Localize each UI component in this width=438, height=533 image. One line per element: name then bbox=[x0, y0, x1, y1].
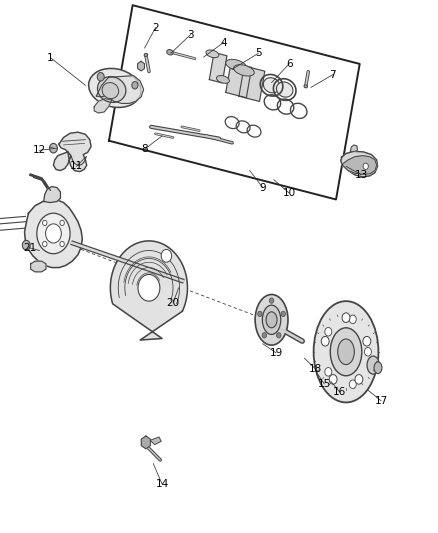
Ellipse shape bbox=[102, 83, 119, 99]
Polygon shape bbox=[343, 156, 377, 174]
Circle shape bbox=[329, 375, 337, 384]
Ellipse shape bbox=[266, 312, 277, 328]
Polygon shape bbox=[150, 437, 161, 445]
Circle shape bbox=[37, 213, 70, 254]
Circle shape bbox=[60, 220, 64, 225]
Text: 16: 16 bbox=[333, 387, 346, 397]
Circle shape bbox=[97, 72, 104, 81]
Circle shape bbox=[269, 298, 274, 303]
Polygon shape bbox=[31, 261, 46, 272]
Text: 5: 5 bbox=[255, 49, 262, 58]
Ellipse shape bbox=[88, 68, 141, 108]
Polygon shape bbox=[25, 199, 82, 268]
Circle shape bbox=[132, 82, 138, 89]
Circle shape bbox=[258, 311, 262, 317]
Polygon shape bbox=[226, 62, 252, 98]
Polygon shape bbox=[138, 61, 145, 71]
Text: 13: 13 bbox=[355, 170, 368, 180]
Ellipse shape bbox=[262, 305, 281, 335]
Circle shape bbox=[22, 240, 30, 250]
Circle shape bbox=[363, 163, 368, 169]
Circle shape bbox=[49, 143, 57, 153]
Circle shape bbox=[342, 313, 350, 322]
Polygon shape bbox=[239, 66, 265, 101]
Text: 15: 15 bbox=[318, 379, 331, 389]
Circle shape bbox=[161, 249, 172, 262]
Text: 1: 1 bbox=[47, 53, 54, 62]
Polygon shape bbox=[209, 52, 227, 83]
Text: 21: 21 bbox=[23, 243, 36, 253]
Circle shape bbox=[60, 241, 64, 247]
Text: 9: 9 bbox=[259, 183, 266, 192]
Text: 14: 14 bbox=[155, 479, 169, 489]
Ellipse shape bbox=[98, 77, 126, 102]
Ellipse shape bbox=[276, 82, 293, 97]
Ellipse shape bbox=[167, 50, 173, 55]
Text: 6: 6 bbox=[286, 59, 293, 69]
Circle shape bbox=[325, 327, 332, 336]
Text: 7: 7 bbox=[329, 70, 336, 79]
Circle shape bbox=[363, 336, 371, 346]
Ellipse shape bbox=[255, 294, 288, 345]
Ellipse shape bbox=[144, 53, 148, 56]
Circle shape bbox=[42, 220, 47, 225]
Ellipse shape bbox=[233, 64, 254, 76]
Text: 2: 2 bbox=[152, 23, 159, 33]
Ellipse shape bbox=[226, 59, 247, 71]
Circle shape bbox=[138, 274, 160, 301]
Ellipse shape bbox=[330, 328, 362, 376]
Circle shape bbox=[364, 348, 371, 356]
Text: 3: 3 bbox=[187, 30, 194, 39]
Ellipse shape bbox=[216, 76, 230, 83]
Ellipse shape bbox=[338, 339, 354, 365]
Circle shape bbox=[46, 224, 61, 243]
Polygon shape bbox=[53, 132, 91, 172]
Polygon shape bbox=[96, 76, 144, 103]
Circle shape bbox=[321, 336, 329, 346]
Circle shape bbox=[325, 368, 332, 376]
Polygon shape bbox=[341, 151, 378, 177]
Circle shape bbox=[355, 375, 363, 384]
Ellipse shape bbox=[314, 301, 378, 402]
Text: 18: 18 bbox=[309, 364, 322, 374]
Ellipse shape bbox=[263, 78, 280, 93]
Circle shape bbox=[262, 333, 267, 338]
Circle shape bbox=[281, 311, 286, 317]
Text: 17: 17 bbox=[374, 396, 388, 406]
Polygon shape bbox=[94, 99, 112, 113]
Polygon shape bbox=[44, 187, 60, 203]
Text: 10: 10 bbox=[283, 188, 296, 198]
Ellipse shape bbox=[374, 362, 382, 374]
Text: 4: 4 bbox=[220, 38, 227, 47]
Text: 19: 19 bbox=[269, 348, 283, 358]
Polygon shape bbox=[350, 145, 357, 151]
Circle shape bbox=[349, 380, 356, 389]
Text: 11: 11 bbox=[70, 161, 83, 171]
Circle shape bbox=[276, 333, 281, 338]
Ellipse shape bbox=[304, 85, 307, 88]
Ellipse shape bbox=[206, 50, 219, 58]
Text: 12: 12 bbox=[33, 146, 46, 155]
Polygon shape bbox=[141, 436, 150, 449]
Circle shape bbox=[349, 315, 356, 324]
Text: 20: 20 bbox=[166, 298, 180, 308]
Circle shape bbox=[42, 241, 47, 247]
Polygon shape bbox=[110, 241, 187, 340]
Text: 8: 8 bbox=[141, 144, 148, 154]
Ellipse shape bbox=[367, 356, 379, 374]
